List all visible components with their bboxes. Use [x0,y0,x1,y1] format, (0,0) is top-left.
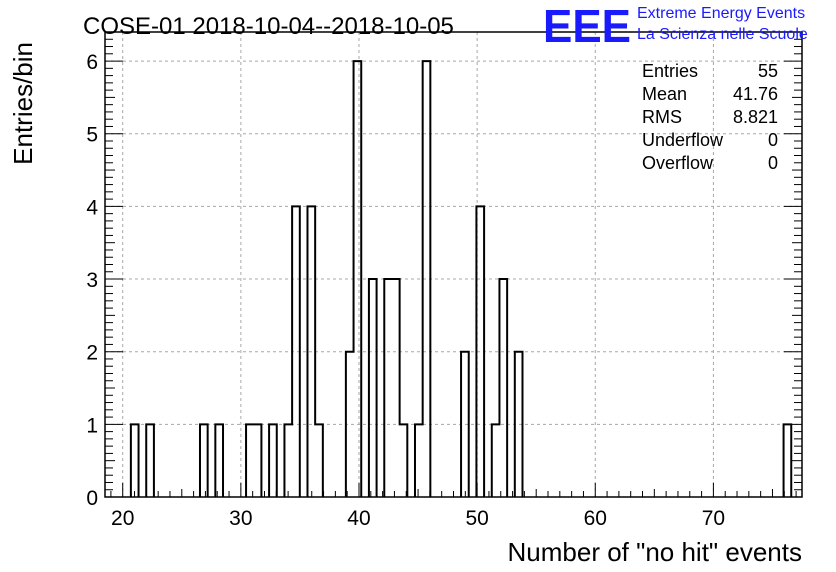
x-tick-label: 50 [465,507,488,530]
stat-value: 41.76 [733,84,778,104]
x-tick-label: 60 [584,507,607,530]
logo-line1: Extreme Energy Events [637,5,805,22]
y-axis-title: Entries/bin [8,42,38,165]
y-tick-label: 4 [86,196,98,219]
x-tick-label: 70 [702,507,725,530]
chart-title: COSE-01 2018-10-04--2018-10-05 [83,13,454,40]
y-tick-label: 5 [86,124,98,147]
tick-labels: 20 30 40 50 60 70 0 1 2 3 4 5 6 [86,51,725,530]
stat-label: Entries [642,61,698,81]
y-tick-label: 2 [86,342,98,365]
stats-box: Entries 55 Mean 41.76 RMS 8.821 Underflow 0 Over… [642,61,778,173]
y-tick-label: 6 [86,51,98,74]
y-tick-label: 0 [86,487,98,510]
logo-line2: La Scienza nelle Scuole [637,26,808,43]
grid [105,32,802,497]
stat-value: 0 [768,153,778,173]
y-tick-label: 1 [86,414,98,437]
x-tick-label: 30 [229,507,252,530]
x-tick-label: 40 [347,507,370,530]
x-tick-label: 20 [111,507,134,530]
plot-frame [104,31,803,498]
stat-value: 0 [768,130,778,150]
stat-label: Mean [642,84,687,104]
eee-logo: EEE Extreme Energy Events La Scienza nel… [543,0,808,52]
logo-mark: EEE [543,0,631,52]
stat-value: 8.821 [733,107,778,127]
stat-label: RMS [642,107,682,127]
axis-ticks [105,31,802,498]
y-tick-label: 3 [86,269,98,292]
histogram-line [129,60,793,497]
x-axis-title: Number of "no hit" events [508,537,803,567]
stat-value: 55 [758,61,778,81]
stat-label: Overflow [642,153,714,173]
stat-label: Underflow [642,130,724,150]
